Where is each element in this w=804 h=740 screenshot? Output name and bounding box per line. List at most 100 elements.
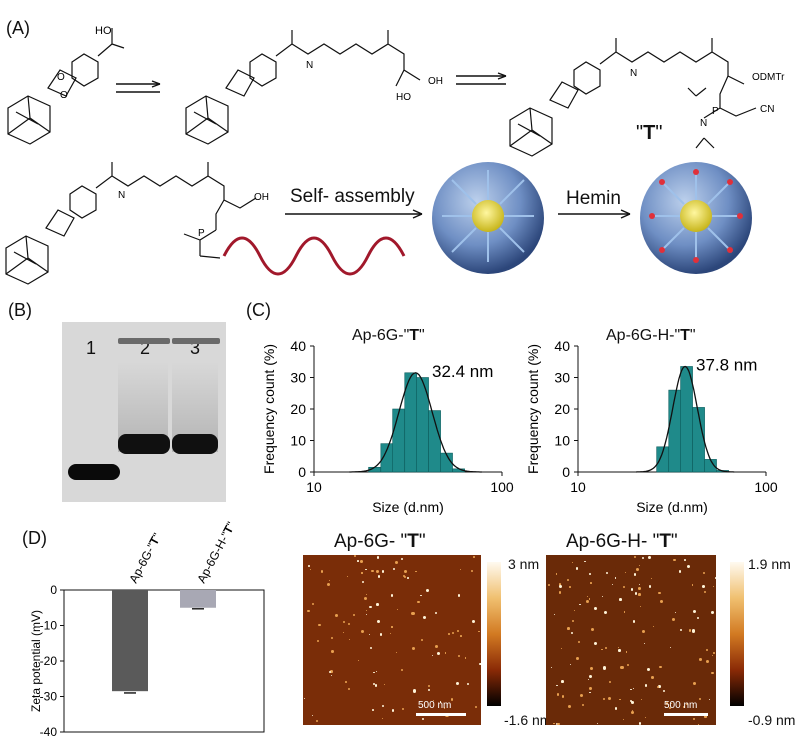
- cooh-ho-label: HO: [95, 25, 112, 37]
- afm-particle: [641, 557, 644, 559]
- afm-particle: [614, 577, 617, 579]
- afm-particle: [303, 698, 305, 700]
- afm-particle: [428, 688, 431, 691]
- afm-particle: [703, 590, 706, 593]
- afm-particle: [365, 568, 368, 571]
- afm-image-right: [546, 555, 716, 725]
- afm-particle: [604, 647, 607, 649]
- afm-particle: [697, 724, 700, 725]
- colorbar-left-max: 3 nm: [508, 556, 540, 572]
- afm-particle: [691, 583, 694, 586]
- lane-label-3: 3: [190, 338, 201, 358]
- afm-particle: [591, 627, 595, 631]
- afm-particle: [603, 698, 606, 701]
- zeta-frame: [63, 589, 265, 733]
- afm-particle: [579, 603, 581, 606]
- o-label-2: O: [60, 90, 68, 101]
- zeta-ylabel: Zeta potential (mV): [29, 610, 43, 712]
- afm-particle: [619, 698, 621, 701]
- afm-particle: [588, 572, 591, 575]
- afm-particle: [346, 575, 348, 577]
- afm-particle: [353, 555, 356, 557]
- dls-left-ylabel: Frequency count (%): [261, 344, 277, 474]
- dls-right-ytick-label-0: 0: [562, 464, 570, 480]
- zeta-ytick-label-0: 0: [50, 583, 57, 597]
- afm-particle: [556, 723, 559, 725]
- dls-left-ytick-label-3: 30: [290, 370, 306, 386]
- afm-particle: [594, 607, 598, 610]
- afm-particle: [360, 629, 365, 633]
- afm-particle: [394, 561, 398, 565]
- afm-particle: [688, 629, 691, 632]
- afm-particle: [471, 620, 475, 624]
- compound-t-label: "T": [636, 122, 663, 144]
- afm-particle: [327, 583, 331, 586]
- afm-particle: [360, 559, 363, 563]
- afm-particle: [574, 609, 576, 612]
- afm-particle: [560, 647, 563, 650]
- afm-particle: [633, 687, 635, 690]
- dls-left-fit-curve: [349, 372, 482, 473]
- afm-particle: [640, 698, 643, 700]
- afm-particle: [649, 585, 652, 588]
- afm-particle: [391, 709, 395, 712]
- afm-particle: [403, 576, 407, 579]
- afm-particle: [364, 597, 368, 601]
- afm-particle: [710, 611, 714, 614]
- afm-particle: [580, 694, 584, 698]
- band-1: [68, 464, 120, 480]
- afm-particle: [705, 659, 709, 663]
- colorbar-left-min: -1.6 nm: [504, 712, 552, 728]
- afm-particle: [602, 595, 604, 597]
- afm-particle: [550, 667, 553, 669]
- afm-particle: [342, 621, 345, 624]
- afm-particle: [625, 651, 628, 653]
- afm-particle: [658, 591, 661, 595]
- afm-particle: [320, 570, 324, 573]
- afm-particle: [379, 633, 383, 636]
- nh-label-1: N: [306, 60, 313, 71]
- afm-particle: [571, 561, 574, 564]
- afm-particle: [376, 670, 378, 672]
- afm-particle: [584, 561, 586, 563]
- afm-particle: [593, 642, 597, 646]
- afm-particle: [618, 646, 620, 648]
- afm-particle: [464, 656, 467, 659]
- o-label-1: O: [57, 72, 65, 83]
- dls-left-xlabel: Size (d.nm): [372, 499, 444, 515]
- afm-particle: [638, 587, 641, 590]
- afm-particle: [382, 717, 384, 719]
- afm-particle: [567, 627, 570, 630]
- dls-left-ytick-label-0: 0: [298, 464, 306, 480]
- colorbar-right: [730, 562, 744, 706]
- molecule-4: [5, 162, 257, 285]
- afm-particle: [711, 671, 714, 675]
- dls-right-xtick-label-1: 100: [754, 479, 778, 495]
- afm-particle: [589, 692, 591, 694]
- zeta-bar-1: [180, 590, 216, 608]
- nh-label-4: N: [118, 190, 125, 201]
- afm-particle: [659, 665, 662, 669]
- afm-particle: [427, 685, 430, 688]
- afm-particle: [456, 682, 460, 686]
- afm-particle: [588, 675, 592, 679]
- afm-particle: [382, 705, 385, 708]
- afm-particle: [663, 689, 666, 693]
- afm-particle: [588, 679, 590, 681]
- afm-particle: [460, 635, 462, 637]
- afm-particle: [369, 605, 372, 609]
- dls-right-xlabel: Size (d.nm): [636, 499, 708, 515]
- afm-particle: [413, 689, 417, 693]
- afm-particle: [371, 569, 374, 573]
- afm-particle: [614, 707, 617, 710]
- afm-particle: [347, 623, 350, 626]
- afm-particle: [692, 609, 697, 613]
- afm-particle: [378, 575, 381, 578]
- afm-particle: [638, 722, 641, 725]
- afm-particle: [435, 644, 439, 648]
- cn-label: CN: [760, 104, 774, 115]
- hemin-label: Hemin: [566, 188, 621, 209]
- panel-label-c: (C): [246, 300, 271, 320]
